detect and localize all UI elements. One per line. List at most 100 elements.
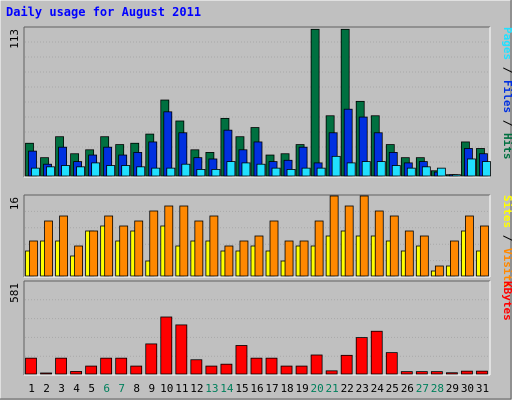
bar-pages-day-5	[91, 162, 101, 177]
x-tick-label-day-24: 24	[371, 382, 385, 395]
x-tick-label-day-9: 9	[148, 382, 155, 395]
bar-visits-day-12	[194, 220, 204, 277]
bar-visits-day-11	[179, 205, 189, 277]
bar-visits-day-30	[465, 215, 474, 277]
bar-kbytes-day-30	[461, 370, 473, 375]
bar-pages-day-31	[482, 161, 491, 177]
bar-kbytes-day-16	[250, 357, 263, 375]
bar-visits-day-5	[89, 230, 99, 277]
bar-visits-day-10	[164, 205, 174, 277]
bar-pages-day-17	[271, 167, 281, 177]
panel-pages-files-hits: 113 Pages / Files / Hits	[8, 26, 512, 178]
series-legend: KBytes	[501, 281, 512, 321]
x-tick-label-day-29: 29	[446, 382, 459, 395]
bar-visits-day-21	[329, 195, 339, 277]
legend-entry: Sites	[501, 195, 512, 228]
x-tick-label-day-31: 31	[476, 382, 489, 395]
bar-pages-day-16	[256, 163, 266, 177]
bar-kbytes-day-8	[130, 365, 143, 375]
bar-pages-day-13	[211, 169, 221, 177]
bar-kbytes-day-1	[25, 357, 37, 375]
x-tick-label-day-10: 10	[160, 382, 173, 395]
series-legend: Sites / Visits	[501, 195, 512, 288]
bar-pages-day-22	[346, 162, 356, 177]
x-tick-label-day-7: 7	[118, 382, 125, 395]
x-tick-label-day-4: 4	[73, 382, 80, 395]
chart-title: Daily usage for August 2011	[6, 5, 201, 19]
bar-kbytes-day-9	[145, 343, 158, 375]
x-tick-label-day-11: 11	[175, 382, 188, 395]
x-tick-label-day-16: 16	[250, 382, 263, 395]
x-tick-label-day-19: 19	[295, 382, 308, 395]
bar-visits-day-28	[434, 265, 444, 277]
panel-kbytes: 581 KBytes	[8, 280, 512, 376]
bar-files-day-10	[163, 111, 173, 177]
y-max-label: 581	[8, 283, 21, 303]
legend-separator: /	[501, 228, 512, 248]
bar-pages-day-21	[331, 155, 341, 177]
bar-visits-day-27	[419, 235, 429, 277]
bar-visits-day-14	[224, 245, 234, 277]
x-tick-label-day-2: 2	[43, 382, 50, 395]
bar-visits-day-29	[450, 240, 459, 277]
y-max-label: 16	[8, 197, 21, 210]
legend-separator: /	[501, 113, 512, 133]
bar-kbytes-day-18	[280, 365, 293, 375]
bar-kbytes-day-26	[400, 371, 413, 375]
bar-kbytes-day-2	[40, 372, 52, 375]
legend-entry: Hits	[501, 133, 512, 160]
x-tick-label-day-30: 30	[461, 382, 474, 395]
bar-visits-day-24	[374, 210, 384, 277]
bar-visits-day-25	[389, 215, 399, 277]
bar-kbytes-day-11	[175, 324, 188, 375]
bar-kbytes-day-10	[160, 316, 173, 375]
bar-pages-day-7	[121, 165, 131, 177]
bar-kbytes-day-17	[265, 357, 278, 375]
bar-visits-day-31	[480, 225, 489, 277]
bar-pages-day-1	[31, 167, 40, 177]
bar-kbytes-day-29	[446, 372, 458, 375]
x-tick-label-day-26: 26	[401, 382, 414, 395]
bar-kbytes-day-15	[235, 345, 248, 375]
bar-pages-day-3	[61, 165, 70, 177]
x-tick-label-day-20: 20	[311, 382, 324, 395]
bar-kbytes-day-22	[340, 354, 353, 375]
bar-kbytes-day-7	[115, 357, 128, 375]
bar-kbytes-day-19	[295, 365, 308, 375]
x-tick-label-day-3: 3	[58, 382, 65, 395]
bar-pages-day-19	[301, 167, 311, 177]
bar-pages-day-10	[166, 167, 176, 177]
bar-pages-day-23	[361, 161, 371, 177]
series-legend: Pages / Files / Hits	[501, 27, 512, 160]
bar-visits-day-15	[239, 240, 249, 277]
x-tick-label-day-17: 17	[265, 382, 278, 395]
bar-pages-day-25	[391, 165, 401, 177]
bar-kbytes-day-6	[100, 357, 113, 375]
bar-kbytes-day-5	[85, 365, 98, 375]
bar-visits-day-18	[284, 240, 294, 277]
bar-pages-day-30	[467, 158, 476, 177]
bar-visits-day-17	[269, 220, 279, 277]
legend-entry: Files	[501, 80, 512, 113]
bar-visits-day-13	[209, 215, 219, 277]
x-tick-label-day-1: 1	[28, 382, 35, 395]
x-tick-label-day-14: 14	[220, 382, 234, 395]
bar-visits-day-4	[74, 245, 83, 277]
x-tick-label-day-13: 13	[205, 382, 218, 395]
bar-pages-day-18	[286, 169, 296, 177]
bar-kbytes-day-31	[476, 370, 488, 375]
bar-pages-day-29	[452, 174, 461, 177]
y-max-label: 113	[8, 29, 21, 49]
bar-pages-day-12	[196, 169, 206, 177]
x-tick-label-day-28: 28	[431, 382, 444, 395]
bar-visits-day-16	[254, 235, 264, 277]
bar-kbytes-day-3	[55, 357, 67, 375]
bar-visits-day-3	[59, 215, 68, 277]
panel-sites-visits: 16 Sites / Visits	[8, 194, 512, 288]
bar-pages-day-9	[151, 167, 161, 177]
bar-kbytes-day-12	[190, 359, 203, 375]
bar-visits-day-9	[149, 210, 159, 277]
legend-entry: KBytes	[501, 281, 512, 321]
bar-pages-day-4	[76, 166, 85, 177]
